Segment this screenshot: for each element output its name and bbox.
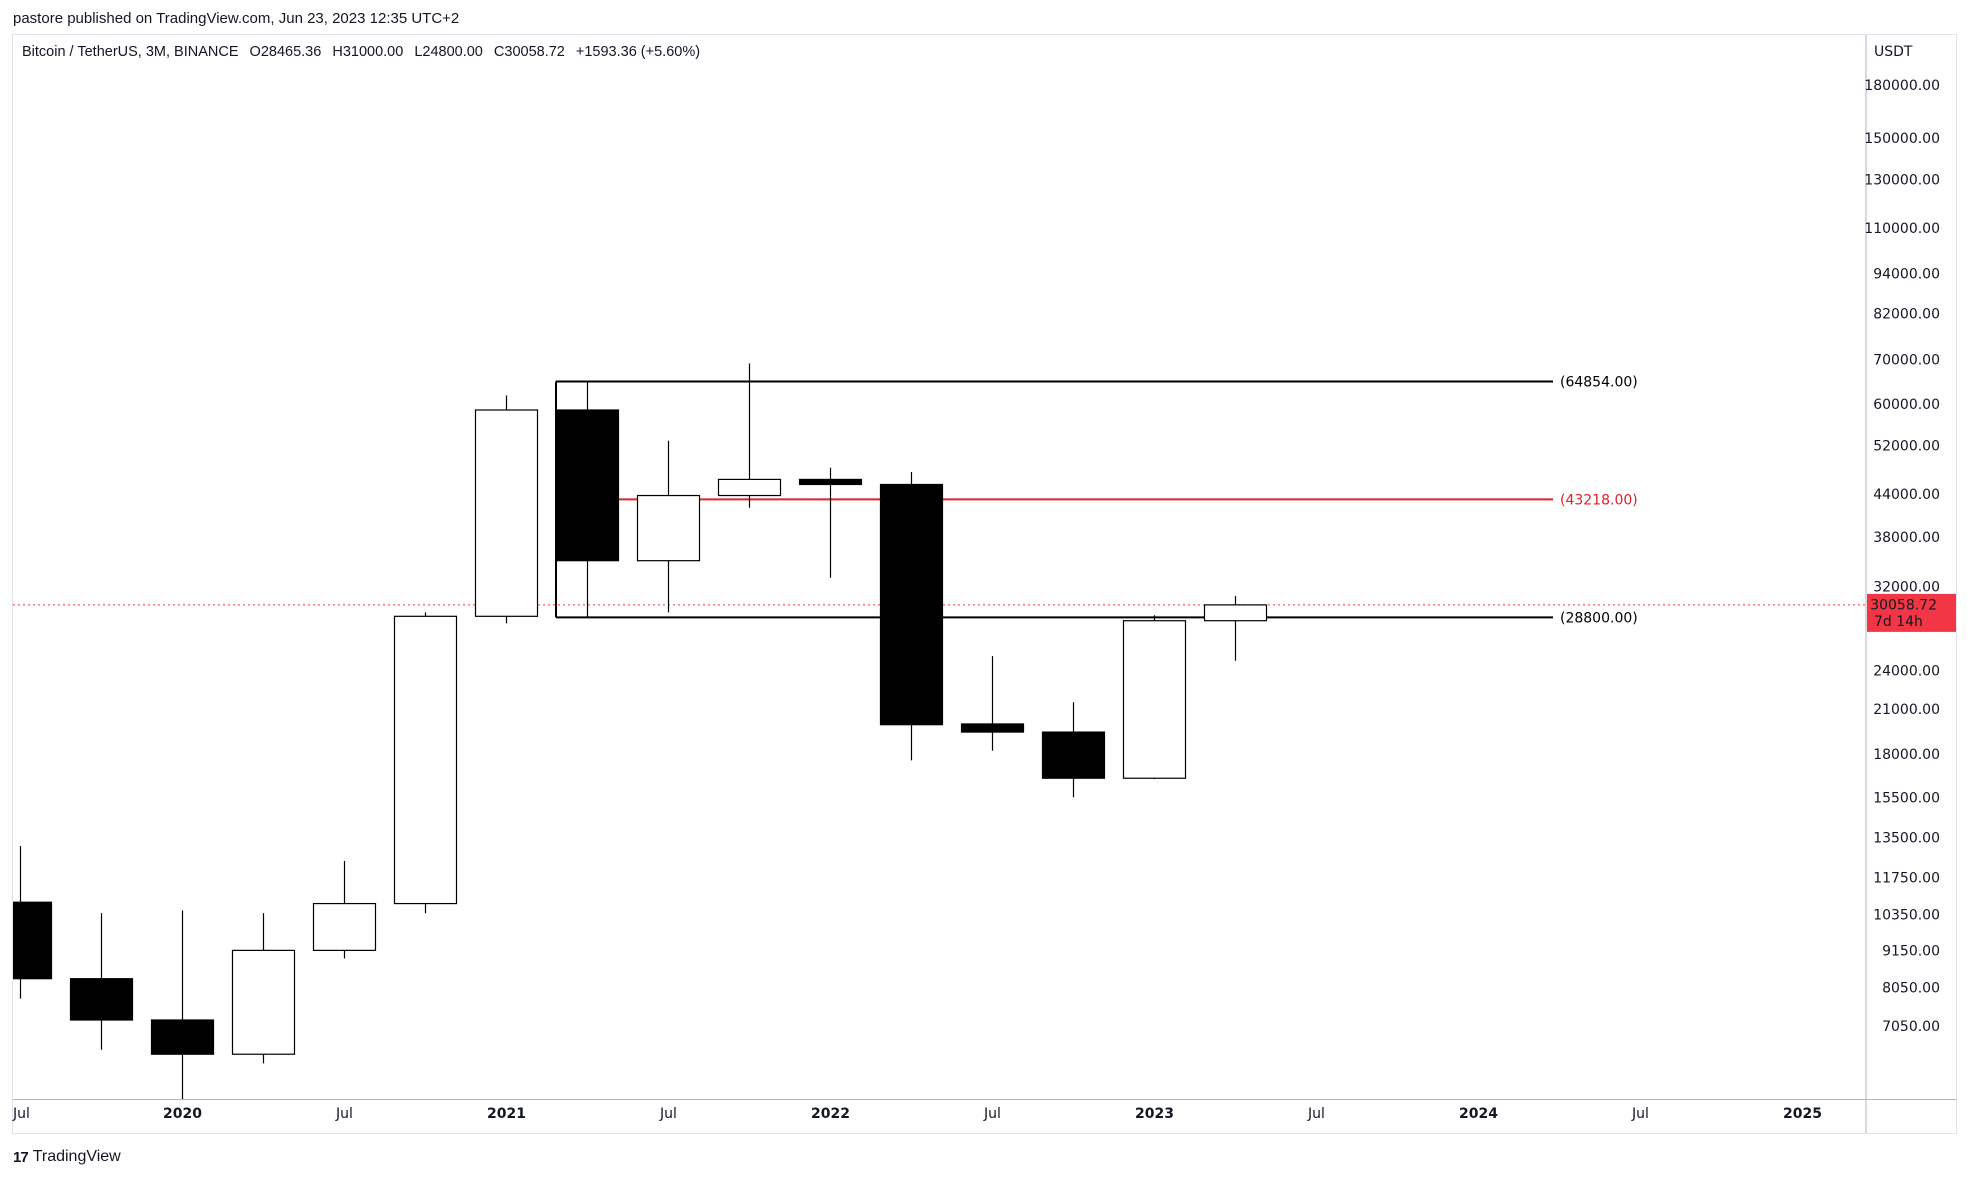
- price-axis-currency: USDT: [1874, 44, 1913, 60]
- price-axis-tick: 52000.00: [1873, 439, 1940, 455]
- level-label: (64854.00): [1560, 375, 1638, 391]
- legend-high: H31000.00: [332, 44, 404, 60]
- last-price-countdown: 7d 14h: [1874, 614, 1923, 630]
- price-axis-tick: 44000.00: [1873, 487, 1940, 503]
- candle-down: [960, 723, 1025, 733]
- price-axis-tick: 32000.00: [1873, 580, 1940, 596]
- footer: 17 TradingView: [13, 1148, 121, 1166]
- last-price-tag: [1867, 593, 1956, 632]
- time-axis-tick: Jul: [983, 1106, 1001, 1122]
- candle-down: [555, 409, 620, 562]
- legend-close: C30058.72: [493, 44, 565, 60]
- candle-down: [1041, 731, 1106, 779]
- price-axis-tick: 21000.00: [1873, 702, 1940, 718]
- candle-up: [393, 615, 458, 905]
- time-axis-tick: Jul: [1631, 1106, 1649, 1122]
- price-axis-tick: 13500.00: [1873, 830, 1940, 846]
- candle-down: [879, 483, 944, 726]
- price-axis-tick: 10350.00: [1873, 908, 1940, 924]
- time-axis-tick: Jul: [659, 1106, 677, 1122]
- candle-up: [717, 478, 782, 497]
- price-axis-tick: 11750.00: [1873, 871, 1940, 887]
- candle-up: [312, 902, 377, 951]
- chart-frame: [12, 34, 1957, 1134]
- candle-up: [636, 494, 701, 562]
- price-axis-tick: 150000.00: [1864, 131, 1940, 147]
- candle-up: [474, 409, 539, 617]
- legend-symbol[interactable]: Bitcoin / TetherUS, 3M, BINANCE: [22, 44, 239, 60]
- last-price-value: 30058.72: [1870, 597, 1937, 613]
- candle-up: [1203, 604, 1268, 622]
- time-axis-tick: 2025: [1783, 1106, 1822, 1122]
- publish-info: pastore published on TradingView.com, Ju…: [13, 10, 460, 27]
- time-axis-tick: Jul: [1307, 1106, 1325, 1122]
- price-axis-tick: 7050.00: [1882, 1019, 1940, 1035]
- time-axis-tick: 2020: [163, 1106, 202, 1122]
- time-axis-tick: 2024: [1459, 1106, 1498, 1122]
- legend-open: O28465.36: [249, 44, 322, 60]
- price-axis-tick: 94000.00: [1873, 267, 1940, 283]
- time-axis-tick: Jul: [12, 1106, 30, 1122]
- price-axis-tick: 38000.00: [1873, 530, 1940, 546]
- candle-down: [69, 978, 134, 1021]
- candle-up: [231, 949, 296, 1055]
- price-axis-tick: 70000.00: [1873, 352, 1940, 368]
- price-axis-tick: 82000.00: [1873, 306, 1940, 322]
- symbol-legend: Bitcoin / TetherUS, 3M, BINANCE O28465.3…: [22, 44, 707, 60]
- legend-low: L24800.00: [414, 44, 483, 60]
- candle-down: [13, 901, 53, 980]
- time-axis-tick: Jul: [335, 1106, 353, 1122]
- price-axis-tick: 110000.00: [1864, 221, 1940, 237]
- price-axis-tick: 60000.00: [1873, 397, 1940, 413]
- price-axis-tick: 15500.00: [1873, 790, 1940, 806]
- candle-down: [150, 1019, 215, 1055]
- price-axis-tick: 180000.00: [1864, 78, 1940, 94]
- price-axis-tick: 8050.00: [1882, 981, 1940, 997]
- legend-change: +1593.36 (+5.60%): [575, 44, 701, 60]
- plot-area: [13, 363, 1866, 1099]
- footer-brand[interactable]: TradingView: [32, 1148, 121, 1165]
- price-axis-tick: 24000.00: [1873, 663, 1940, 679]
- price-axis-tick: 130000.00: [1864, 173, 1940, 189]
- price-axis-tick: 9150.00: [1882, 943, 1940, 959]
- level-label: (28800.00): [1560, 610, 1638, 626]
- price-axis-tick: 18000.00: [1873, 747, 1940, 763]
- time-axis-tick: 2022: [811, 1106, 850, 1122]
- candle-down: [798, 478, 863, 486]
- level-label: (43218.00): [1560, 492, 1638, 508]
- tradingview-logo-icon[interactable]: 17: [13, 1148, 29, 1166]
- candle-up: [1122, 620, 1187, 779]
- time-axis-tick: 2023: [1135, 1106, 1174, 1122]
- time-axis-tick: 2021: [487, 1106, 526, 1122]
